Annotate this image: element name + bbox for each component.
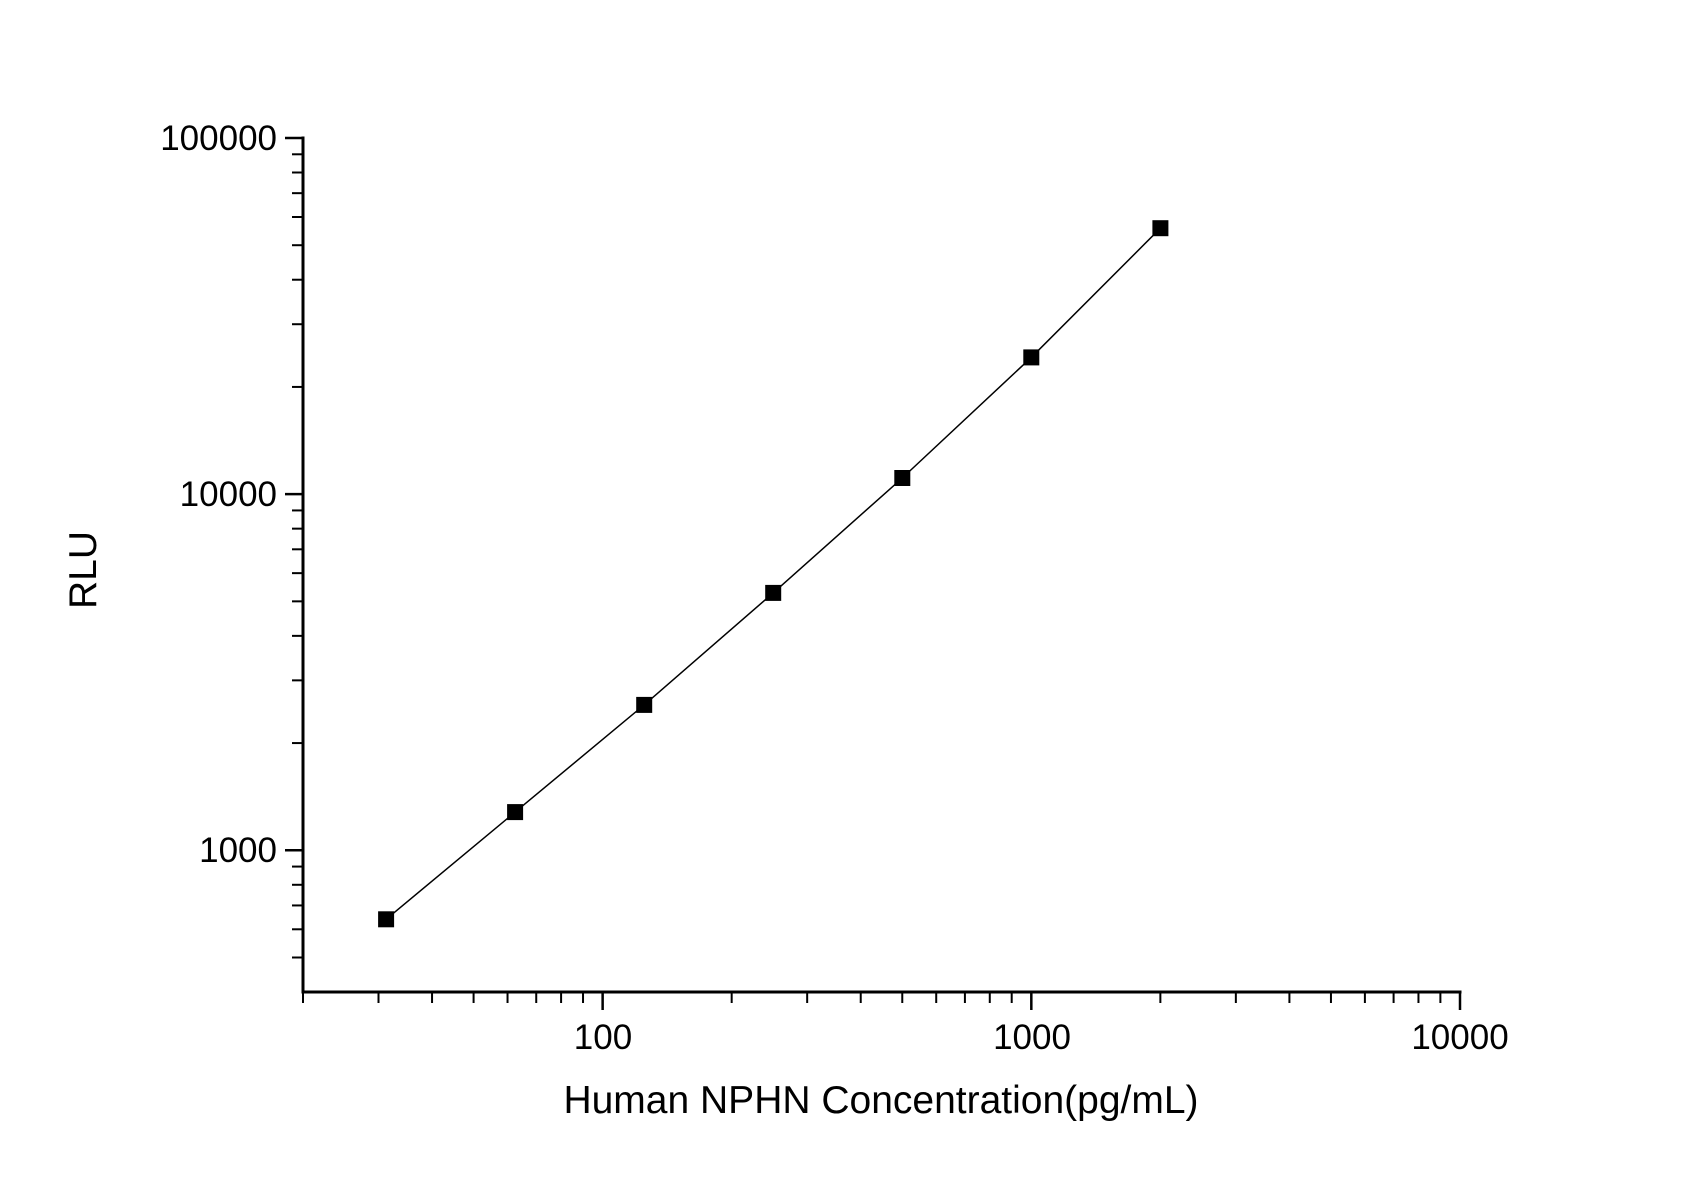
plot-area	[285, 136, 1462, 1010]
data-point-marker	[894, 470, 911, 486]
y-tick-label-10000: 10000	[180, 475, 277, 514]
x-tick-label-1000: 1000	[993, 1018, 1071, 1057]
x-tick-label-10000: 10000	[1411, 1018, 1508, 1057]
data-point-marker	[636, 696, 653, 713]
x-tick-label-100: 100	[574, 1018, 632, 1057]
data-point-marker	[1152, 220, 1169, 237]
x-axis-title: Human NPHN Concentration(pg/mL)	[563, 1079, 1198, 1122]
y-tick-label-1000: 1000	[199, 831, 277, 870]
y-tick-label-100000: 100000	[160, 119, 277, 158]
standard-curve-line	[385, 227, 1161, 920]
data-point-marker	[1023, 349, 1040, 366]
data-point-marker	[507, 804, 524, 821]
y-axis-title: RLU	[62, 531, 105, 609]
data-point-marker	[378, 911, 395, 928]
data-point-marker	[765, 584, 782, 601]
